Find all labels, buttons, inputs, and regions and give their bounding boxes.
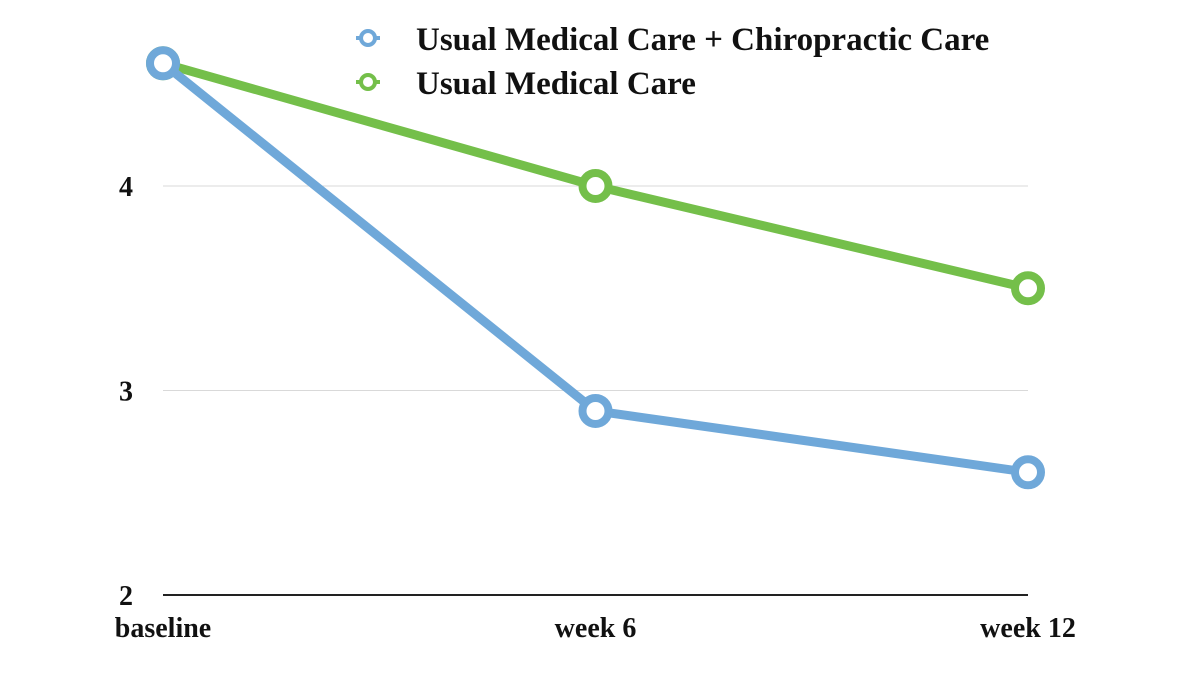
series-point xyxy=(578,393,613,428)
x-tick-label: week 12 xyxy=(980,613,1076,644)
series-point xyxy=(1011,455,1045,490)
y-tick-label: 4 xyxy=(119,172,133,203)
series-point xyxy=(1011,271,1045,306)
x-axis-ticks: baseline week 6 week 12 xyxy=(115,613,1076,644)
x-tick-label: week 6 xyxy=(555,613,637,644)
series-group xyxy=(146,46,1045,490)
legend-marker xyxy=(359,29,377,47)
legend: Usual Medical Care + Chiropractic Care Us… xyxy=(356,22,989,102)
y-axis-ticks: 2 3 4 xyxy=(119,172,133,612)
grid-lines xyxy=(163,185,1028,391)
legend-label: Usual Medical Care + Chiropractic Care xyxy=(416,22,989,58)
y-tick-label: 2 xyxy=(119,581,133,612)
x-tick-label: baseline xyxy=(115,613,211,644)
y-tick-label: 3 xyxy=(119,377,133,408)
series-point xyxy=(146,46,180,81)
legend-marker xyxy=(359,73,377,91)
legend-label: Usual Medical Care xyxy=(416,66,696,102)
series-point xyxy=(578,169,613,203)
